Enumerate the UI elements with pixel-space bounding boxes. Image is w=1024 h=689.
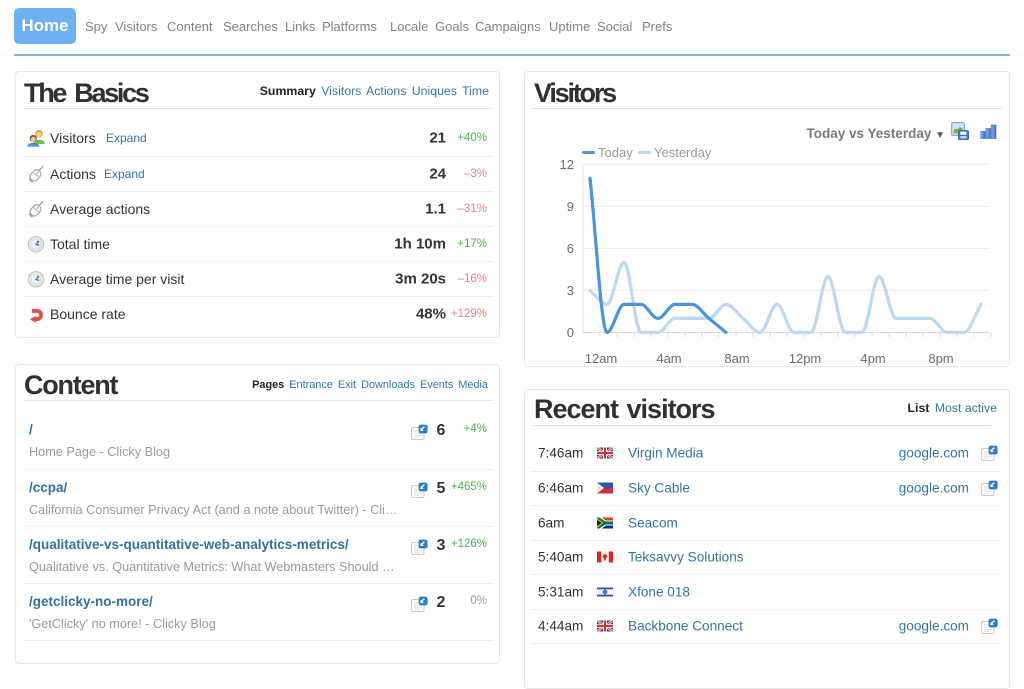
svg-text:3: 3 bbox=[567, 283, 574, 298]
svg-text:Today: Today bbox=[598, 145, 633, 160]
svg-text:12am: 12am bbox=[585, 351, 618, 366]
svg-text:4pm: 4pm bbox=[860, 351, 885, 366]
svg-text:9: 9 bbox=[567, 199, 574, 214]
svg-text:8pm: 8pm bbox=[928, 351, 953, 366]
svg-text:4am: 4am bbox=[656, 351, 681, 366]
svg-text:12pm: 12pm bbox=[789, 351, 822, 366]
svg-text:Yesterday: Yesterday bbox=[654, 145, 712, 160]
svg-text:8am: 8am bbox=[724, 351, 749, 366]
svg-text:0: 0 bbox=[567, 325, 574, 340]
svg-text:6: 6 bbox=[567, 241, 574, 256]
svg-text:12: 12 bbox=[560, 157, 574, 172]
